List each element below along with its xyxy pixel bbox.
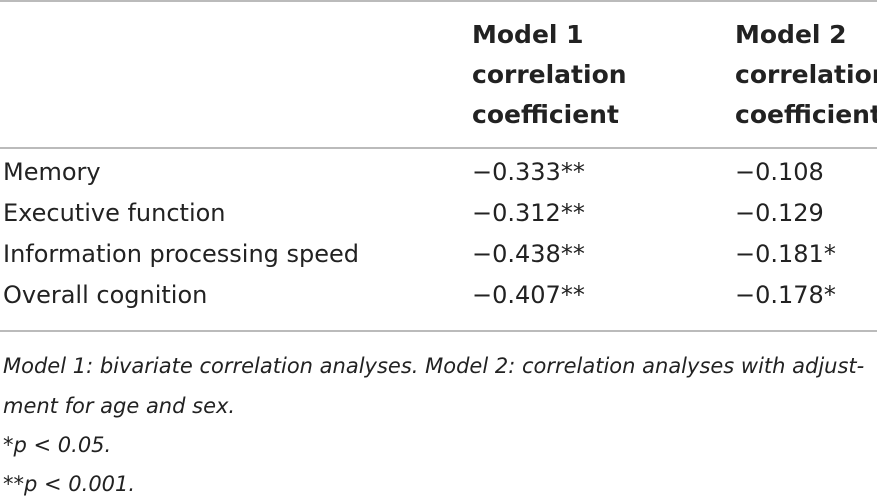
cell: −0.129: [735, 199, 824, 227]
header-cell: correlation: [472, 60, 627, 89]
row-label: Information processing speed: [3, 240, 360, 268]
row-label: Memory: [3, 158, 101, 186]
footnote: Model 1: bivariate correlation analyses.…: [3, 354, 865, 378]
footnote: **p < 0.001.: [3, 472, 136, 496]
header-cell: Model 2: [735, 20, 847, 49]
header-cell: coefficient: [735, 100, 877, 129]
cell: −0.407**: [472, 281, 585, 309]
footnote: ment for age and sex.: [3, 394, 236, 418]
header-cell: coefficient: [472, 100, 619, 129]
bottom-rule: [0, 330, 877, 332]
footnote: *p < 0.05.: [3, 433, 112, 457]
cell: −0.312**: [472, 199, 585, 227]
header-cell: correlation: [735, 60, 877, 89]
row-label: Overall cognition: [3, 281, 208, 309]
cell: −0.178*: [735, 281, 836, 309]
cell: −0.333**: [472, 158, 585, 186]
top-rule: [0, 0, 877, 2]
row-label: Executive function: [3, 199, 226, 227]
cell: −0.438**: [472, 240, 585, 268]
header-rule: [0, 147, 877, 149]
cell: −0.108: [735, 158, 824, 186]
cell: −0.181*: [735, 240, 836, 268]
header-cell: Model 1: [472, 20, 584, 49]
